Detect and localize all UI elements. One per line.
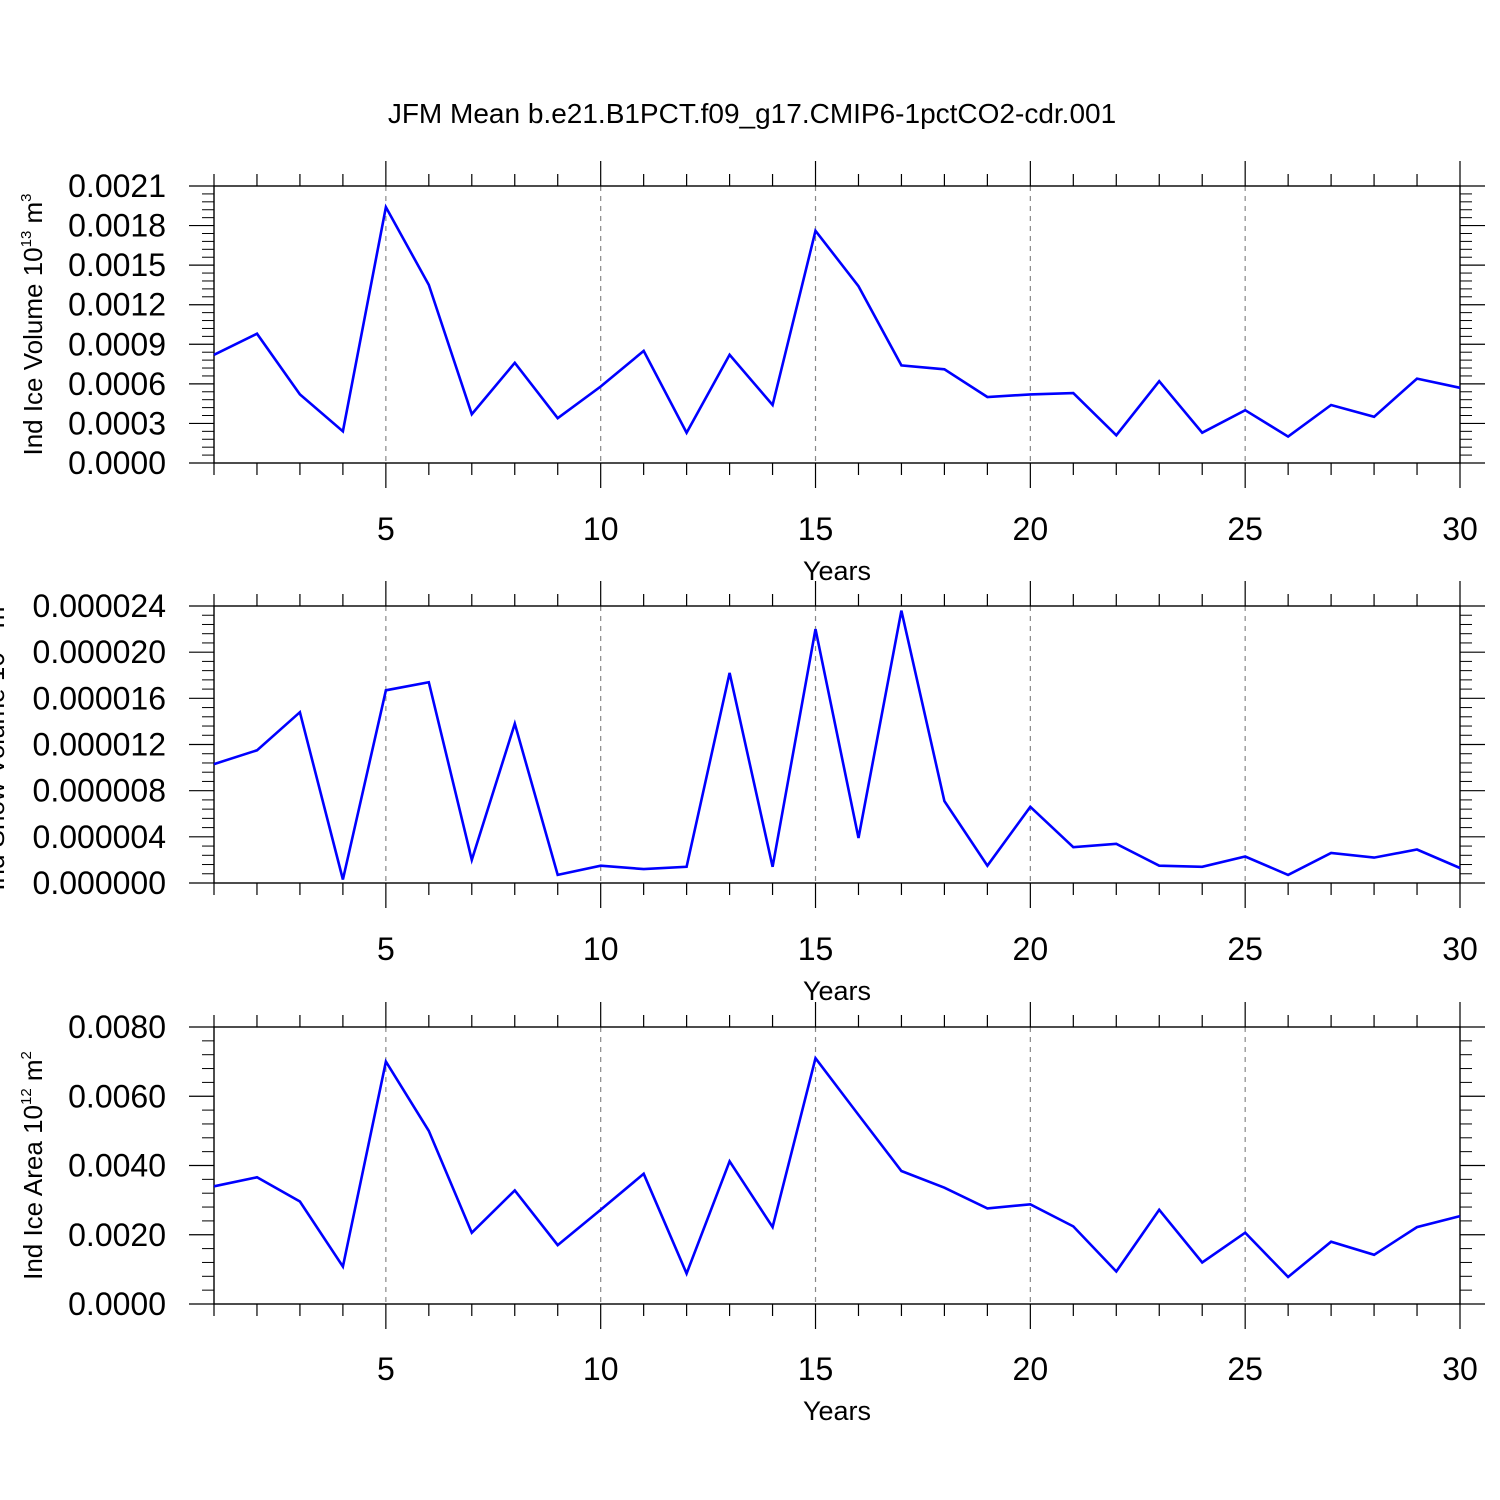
- plot-frame: [213, 605, 1461, 884]
- y-label-unit: m: [18, 202, 48, 231]
- y-label-unit: m: [0, 607, 10, 636]
- y-label-text: Ind Ice Volume 10: [18, 247, 48, 455]
- y-label-text: Ind Ice Area 10: [18, 1105, 48, 1280]
- plot-frame: [213, 185, 1461, 464]
- y-tick-label: 0.0040: [68, 1148, 166, 1184]
- x-tick-label: 15: [798, 1351, 834, 1387]
- x-tick-label: 15: [798, 511, 834, 547]
- y-tick-label: 0.000000: [33, 865, 166, 901]
- x-tick-label: 5: [377, 1351, 395, 1387]
- y-tick-label: 0.000016: [33, 680, 166, 716]
- x-axis-label: Years: [803, 976, 871, 1006]
- y-tick-label: 0.000008: [33, 773, 166, 809]
- y-tick-label: 0.0012: [68, 287, 166, 323]
- y-axis-label: Ind Ice Area 1012 m2: [18, 1051, 48, 1280]
- panel-1: 0.00000.00030.00060.00090.00120.00150.00…: [18, 161, 1485, 586]
- y-tick-label: 0.0009: [68, 326, 166, 362]
- panel-2: 0.000000 0.000004 0.000008 0.000012 0.000016…: [0, 581, 1485, 1006]
- x-tick-label: 5: [377, 931, 395, 967]
- chart-title: JFM Mean b.e21.B1PCT.f09_g17.CMIP6-1pctC…: [388, 98, 1116, 129]
- y-tick-label: 0.0006: [68, 366, 166, 402]
- x-tick-label: 20: [1013, 511, 1049, 547]
- x-tick-label: 20: [1013, 931, 1049, 967]
- y-tick-label: 0.0000: [68, 445, 166, 481]
- x-tick-label: 10: [583, 1351, 619, 1387]
- y-label-unit-exponent: 3: [18, 193, 35, 201]
- y-tick-label: 0.0000: [68, 1286, 166, 1322]
- series-line: [213, 1055, 1461, 1279]
- x-tick-label: 15: [798, 931, 834, 967]
- x-tick-label: 10: [583, 931, 619, 967]
- x-axis-label: Years: [803, 1396, 871, 1426]
- y-tick-label: 0.0060: [68, 1078, 166, 1114]
- x-tick-label: 10: [583, 511, 619, 547]
- y-label-unit-exponent: 2: [18, 1051, 35, 1059]
- y-tick-label: 0.000024: [33, 588, 166, 624]
- y-tick-label: 0.0080: [68, 1009, 166, 1045]
- y-tick-label: 0.0015: [68, 247, 166, 283]
- y-tick-label: 0.0018: [68, 208, 166, 244]
- x-tick-label: 25: [1227, 511, 1263, 547]
- x-tick-label: 25: [1227, 1351, 1263, 1387]
- x-axis-label: Years: [803, 556, 871, 586]
- y-label-unit: m: [18, 1059, 48, 1088]
- series-line: [213, 610, 1461, 880]
- x-tick-label: 30: [1442, 511, 1478, 547]
- y-tick-label: 0.000020: [33, 634, 166, 670]
- x-tick-label: 30: [1442, 1351, 1478, 1387]
- y-tick-label: 0.0003: [68, 405, 166, 441]
- y-tick-label: 0.000004: [33, 819, 166, 855]
- y-axis-label: Ind Ice Volume 1013 m3: [18, 193, 48, 455]
- series-line: [213, 203, 1461, 439]
- x-tick-label: 25: [1227, 931, 1263, 967]
- x-tick-label: 5: [377, 511, 395, 547]
- y-tick-label: 0.0020: [68, 1217, 166, 1253]
- y-tick-label: 0.000012: [33, 727, 166, 763]
- panel-3: 0.0000 0.0020 0.0040 0.0060 0.0080 5 10 15 20 25 3…: [18, 1002, 1485, 1426]
- x-tick-label: 30: [1442, 931, 1478, 967]
- y-label-exponent: 13: [18, 231, 35, 248]
- panels: 0.00000.00030.00060.00090.00120.00150.00…: [0, 161, 1485, 1426]
- y-label-text: Ind Snow Volume 10: [0, 652, 10, 891]
- y-axis-label: Ind Snow Volume 1013 m3: [0, 598, 10, 890]
- y-label-exponent: 12: [18, 1088, 35, 1105]
- x-tick-label: 20: [1013, 1351, 1049, 1387]
- y-tick-label: 0.0021: [68, 168, 166, 204]
